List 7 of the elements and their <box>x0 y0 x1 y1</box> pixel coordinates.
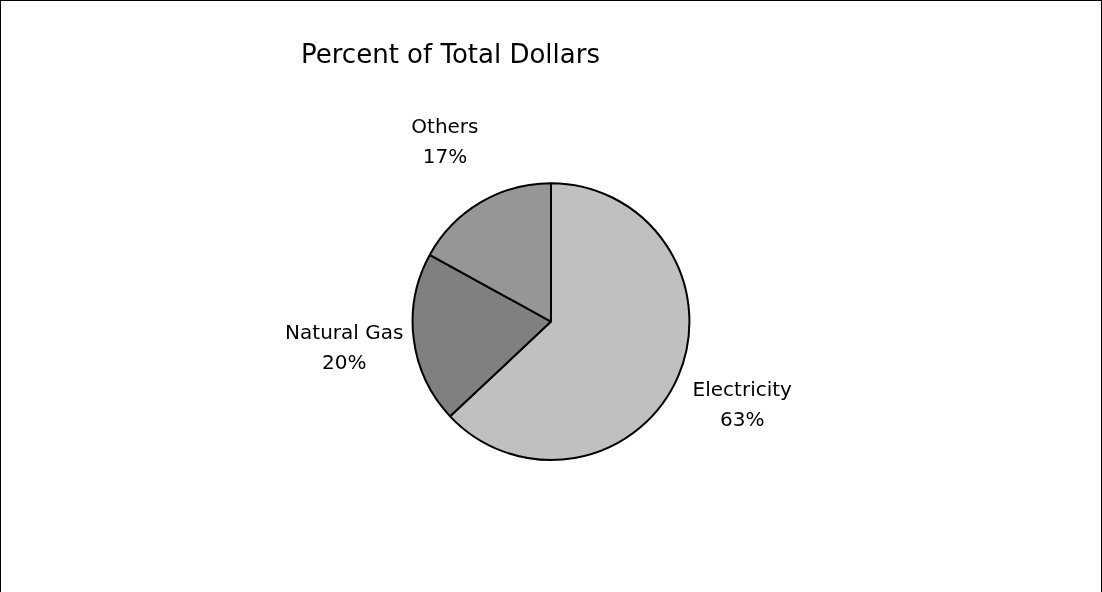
data-label: 63% <box>720 406 765 431</box>
slice-label: Natural Gas <box>285 319 404 344</box>
data-label: 17% <box>422 144 468 169</box>
slice-label: Electricity <box>692 376 793 401</box>
slice-label: Others <box>411 114 479 139</box>
data-label: 20% <box>322 349 367 374</box>
chart-title: Percent of Total Dollars <box>301 39 600 70</box>
